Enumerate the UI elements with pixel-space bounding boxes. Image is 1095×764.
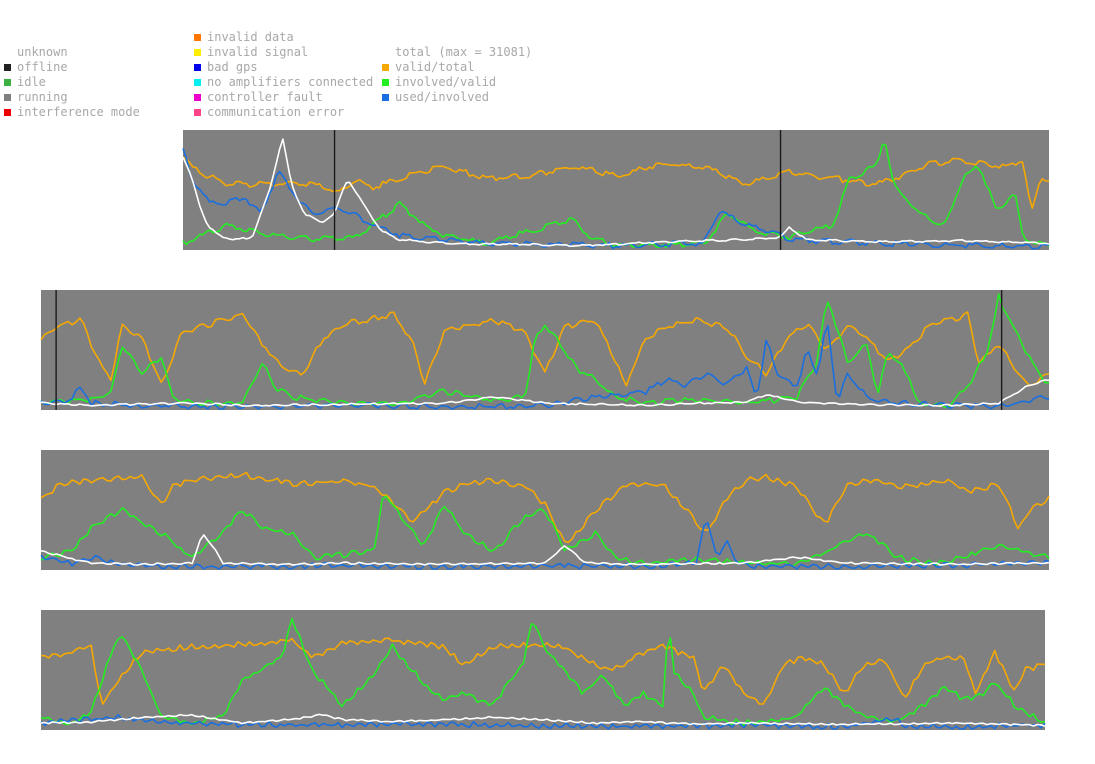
error-legend: invalid data invalid signal bad gps no ampl… [194, 30, 373, 120]
legend-label: running [17, 90, 68, 104]
series-line-involved-valid [40, 293, 1049, 409]
legend-item: unknown [4, 45, 140, 60]
legend-swatch [4, 94, 11, 101]
legend-item: used/involved [382, 90, 532, 105]
legend-item: controller fault [194, 90, 373, 105]
legend-swatch [4, 109, 11, 116]
legend-label: controller fault [207, 90, 323, 104]
legend-item: running [4, 90, 140, 105]
legend-item: valid/total [382, 60, 532, 75]
legend-swatch [4, 79, 11, 86]
legend-swatch [382, 64, 389, 71]
status-legend: unknown offline idle running interference mo… [4, 45, 140, 120]
legend-swatch [194, 49, 201, 56]
legend-item: involved/valid [382, 75, 532, 90]
series-line-valid-total [182, 156, 1049, 209]
legend-label: no amplifiers connected [207, 75, 374, 89]
series-line-valid-total [40, 637, 1045, 705]
legend-item: idle [4, 75, 140, 90]
legend-item: no amplifiers connected [194, 75, 373, 90]
legend-item: bad gps [194, 60, 373, 75]
legend-swatch [194, 64, 201, 71]
legend-label: unknown [17, 45, 68, 59]
legend-item: offline [4, 60, 140, 75]
legend-swatch [4, 64, 11, 71]
legend-label: bad gps [207, 60, 258, 74]
legend-item: communication error [194, 105, 373, 120]
legend-label: valid/total [395, 60, 475, 74]
chart-panel-3 [40, 450, 1050, 570]
legend-swatch [194, 79, 201, 86]
series-line-used-involved [40, 522, 1050, 570]
legend-swatch [194, 109, 201, 116]
legend-item: interference mode [4, 105, 140, 120]
series-line-used-involved [40, 713, 1046, 730]
legend-item: total (max = 31081) [382, 45, 532, 60]
legend-swatch [382, 79, 389, 86]
legend-swatch [194, 34, 201, 41]
series-line-total [40, 534, 1050, 566]
legend-label: idle [17, 75, 46, 89]
series-line-total [40, 379, 1050, 407]
legend-label: offline [17, 60, 68, 74]
legend-label: used/involved [395, 90, 489, 104]
series-line-total [40, 713, 1046, 728]
series-line-total [182, 138, 1050, 247]
legend-swatch [382, 94, 389, 101]
chart-panel-4 [40, 610, 1046, 730]
plot-background [183, 130, 1049, 250]
ratio-legend: total (max = 31081) valid/total involved/v… [382, 45, 532, 105]
legend-label: invalid data [207, 30, 294, 44]
series-line-used-involved [182, 148, 1050, 250]
legend-item: invalid data [194, 30, 373, 45]
chart-panel-2 [40, 290, 1050, 410]
legend-item: invalid signal [194, 45, 373, 60]
series-line-valid-total [40, 311, 1050, 387]
plot-background [41, 610, 1045, 730]
legend-label: communication error [207, 105, 345, 119]
chart-panel-1 [182, 130, 1050, 250]
series-line-used-involved [40, 325, 1050, 410]
legend-label: invalid signal [207, 45, 309, 59]
legend-label: total (max = 31081) [395, 45, 533, 59]
plot-background [41, 450, 1049, 570]
legend-label: involved/valid [395, 75, 497, 89]
legend-label: interference mode [17, 105, 140, 119]
plot-background [41, 290, 1049, 410]
series-line-valid-total [40, 471, 1050, 544]
legend-swatch [194, 94, 201, 101]
